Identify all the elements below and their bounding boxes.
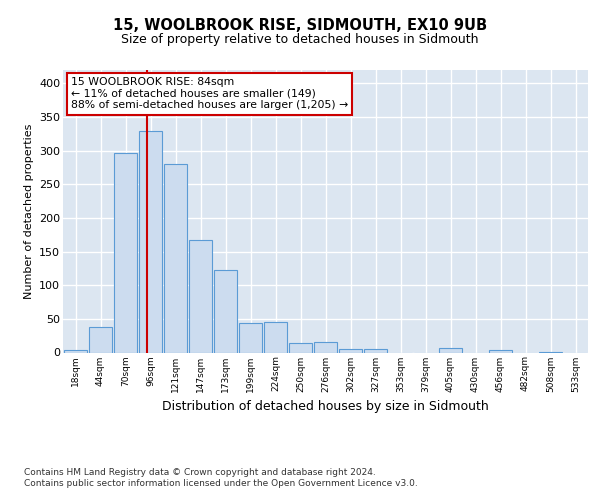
Bar bbox=[364, 349, 388, 352]
Text: 15, WOOLBROOK RISE, SIDMOUTH, EX10 9UB: 15, WOOLBROOK RISE, SIDMOUTH, EX10 9UB bbox=[113, 18, 487, 32]
Text: Size of property relative to detached houses in Sidmouth: Size of property relative to detached ho… bbox=[121, 32, 479, 46]
Bar bbox=[188, 240, 212, 352]
Bar bbox=[314, 342, 337, 352]
Bar bbox=[338, 349, 362, 352]
Y-axis label: Number of detached properties: Number of detached properties bbox=[23, 124, 34, 299]
Text: 15 WOOLBROOK RISE: 84sqm
← 11% of detached houses are smaller (149)
88% of semi-: 15 WOOLBROOK RISE: 84sqm ← 11% of detach… bbox=[71, 77, 348, 110]
Bar bbox=[139, 130, 163, 352]
Bar bbox=[214, 270, 238, 352]
Bar bbox=[263, 322, 287, 352]
Bar bbox=[239, 323, 262, 352]
Bar bbox=[113, 152, 137, 352]
Bar bbox=[64, 350, 88, 352]
X-axis label: Distribution of detached houses by size in Sidmouth: Distribution of detached houses by size … bbox=[162, 400, 489, 413]
Bar bbox=[488, 350, 512, 352]
Bar bbox=[164, 164, 187, 352]
Bar bbox=[439, 348, 463, 352]
Bar bbox=[289, 343, 313, 352]
Bar bbox=[89, 327, 112, 352]
Text: Contains HM Land Registry data © Crown copyright and database right 2024.
Contai: Contains HM Land Registry data © Crown c… bbox=[24, 468, 418, 487]
